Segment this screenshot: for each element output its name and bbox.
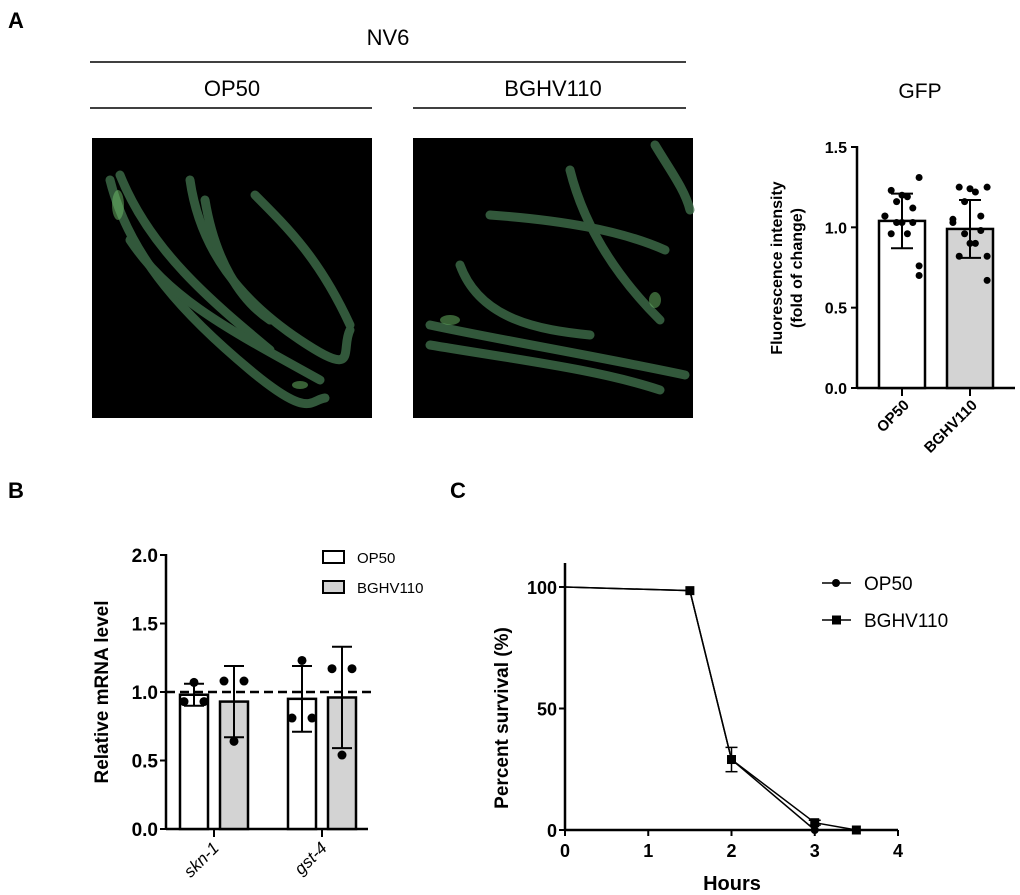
- data-point: [893, 198, 901, 206]
- data-point: [915, 272, 923, 280]
- legend-label: OP50: [357, 550, 395, 567]
- data-point: [337, 750, 347, 760]
- data-point: [327, 664, 337, 674]
- legend-swatch: [322, 550, 345, 564]
- survival-chart: 0 50 100 0 1 2 3 4 Hours Percent survival (%) OP50…: [492, 563, 948, 895]
- data-point: [955, 252, 963, 260]
- data-point: [971, 239, 979, 247]
- x-tick-label: 0: [560, 841, 570, 861]
- group-label-bghv110: BGHV110: [504, 76, 601, 101]
- data-point: [898, 219, 906, 227]
- data-point: [961, 230, 969, 238]
- data-point: [903, 230, 911, 238]
- data-point: [297, 655, 307, 665]
- data-point: [851, 825, 861, 835]
- x-tick-label: 1: [643, 841, 653, 861]
- data-point: [949, 219, 957, 227]
- data-point: [287, 713, 297, 723]
- y-tick-label: 1.5: [825, 140, 847, 157]
- data-point: [983, 252, 991, 260]
- data-point: [199, 697, 209, 707]
- panel-label-c: C: [450, 478, 466, 503]
- x-tick-label: BGHV110: [921, 397, 981, 457]
- data-point: [189, 677, 199, 687]
- data-point: [909, 219, 917, 227]
- data-point: [810, 826, 819, 834]
- x-axis-label: Hours: [703, 873, 761, 895]
- y-tick-label: 1.5: [132, 615, 159, 636]
- data-point: [977, 227, 985, 235]
- x-tick-label: gst-4: [291, 838, 331, 878]
- y-axis-label: Fluorescence intensity: [769, 181, 786, 354]
- y-tick-label: 0.5: [132, 752, 159, 773]
- data-point: [887, 230, 895, 238]
- x-tick-label: skn-1: [180, 838, 223, 881]
- data-point: [898, 191, 906, 199]
- data-point: [893, 219, 901, 227]
- data-point: [810, 818, 820, 828]
- data-point: [915, 174, 923, 182]
- data-point: [909, 204, 917, 212]
- series-line-op50: [564, 586, 857, 831]
- mrna-chart: 0.0 0.5 1.0 1.5 2.0 Relative mRNA level skn-1 g…: [92, 546, 423, 881]
- data-point: [887, 186, 895, 194]
- y-tick-label: 1.0: [132, 683, 158, 704]
- data-point: [179, 697, 189, 707]
- y-axis-label: Percent survival (%): [492, 627, 513, 809]
- y-tick-label: 1.0: [825, 220, 847, 237]
- y-tick-label: 0.0: [825, 381, 847, 398]
- data-point: [903, 193, 911, 201]
- legend-swatch: [322, 580, 345, 594]
- data-point: [685, 586, 695, 596]
- y-tick-label: 50: [537, 700, 557, 720]
- x-tick-label: 3: [810, 841, 820, 861]
- data-point: [983, 183, 991, 191]
- data-point: [971, 188, 979, 196]
- x-tick-label: 4: [893, 841, 903, 861]
- data-point: [955, 183, 963, 191]
- legend-label: OP50: [864, 574, 913, 595]
- panel-label-a: A: [8, 8, 24, 33]
- data-point: [307, 713, 317, 723]
- series-line-bghv110: [564, 586, 857, 831]
- data-point: [966, 239, 974, 247]
- bar-op50: [178, 693, 210, 831]
- data-point: [983, 276, 991, 284]
- data-point: [966, 185, 974, 193]
- data-point: [239, 676, 249, 686]
- data-point: [961, 198, 969, 206]
- legend-label: BGHV110: [357, 580, 423, 597]
- y-axis-label: Relative mRNA level: [92, 600, 113, 783]
- legend-marker: [832, 579, 840, 587]
- data-point: [727, 755, 736, 765]
- micrograph-bghv110: [413, 138, 695, 418]
- micrograph-op50: [92, 138, 372, 418]
- x-tick-label: OP50: [874, 397, 913, 436]
- data-point: [229, 736, 239, 746]
- y-tick-label: 100: [527, 578, 557, 598]
- legend-marker: [832, 615, 841, 625]
- y-tick-label: 2.0: [132, 546, 158, 567]
- strain-label: NV6: [367, 25, 410, 50]
- gfp-chart: GFP 0.0 0.5 1.0 1.5 Fluorescence intensity (fo…: [769, 80, 1015, 457]
- data-point: [219, 676, 229, 686]
- y-tick-label: 0: [547, 821, 557, 841]
- y-tick-label: 0.0: [132, 820, 158, 841]
- panel-label-b: B: [8, 478, 24, 503]
- chart-title: GFP: [898, 80, 941, 103]
- data-point: [915, 262, 923, 270]
- data-point: [881, 212, 889, 220]
- y-tick-label: 0.5: [825, 301, 847, 318]
- y-axis-label: (fold of change): [789, 208, 806, 328]
- legend-label: BGHV110: [864, 611, 948, 632]
- data-point: [347, 664, 357, 674]
- data-point: [977, 212, 985, 220]
- x-tick-label: 2: [726, 841, 736, 861]
- group-label-op50: OP50: [204, 76, 260, 101]
